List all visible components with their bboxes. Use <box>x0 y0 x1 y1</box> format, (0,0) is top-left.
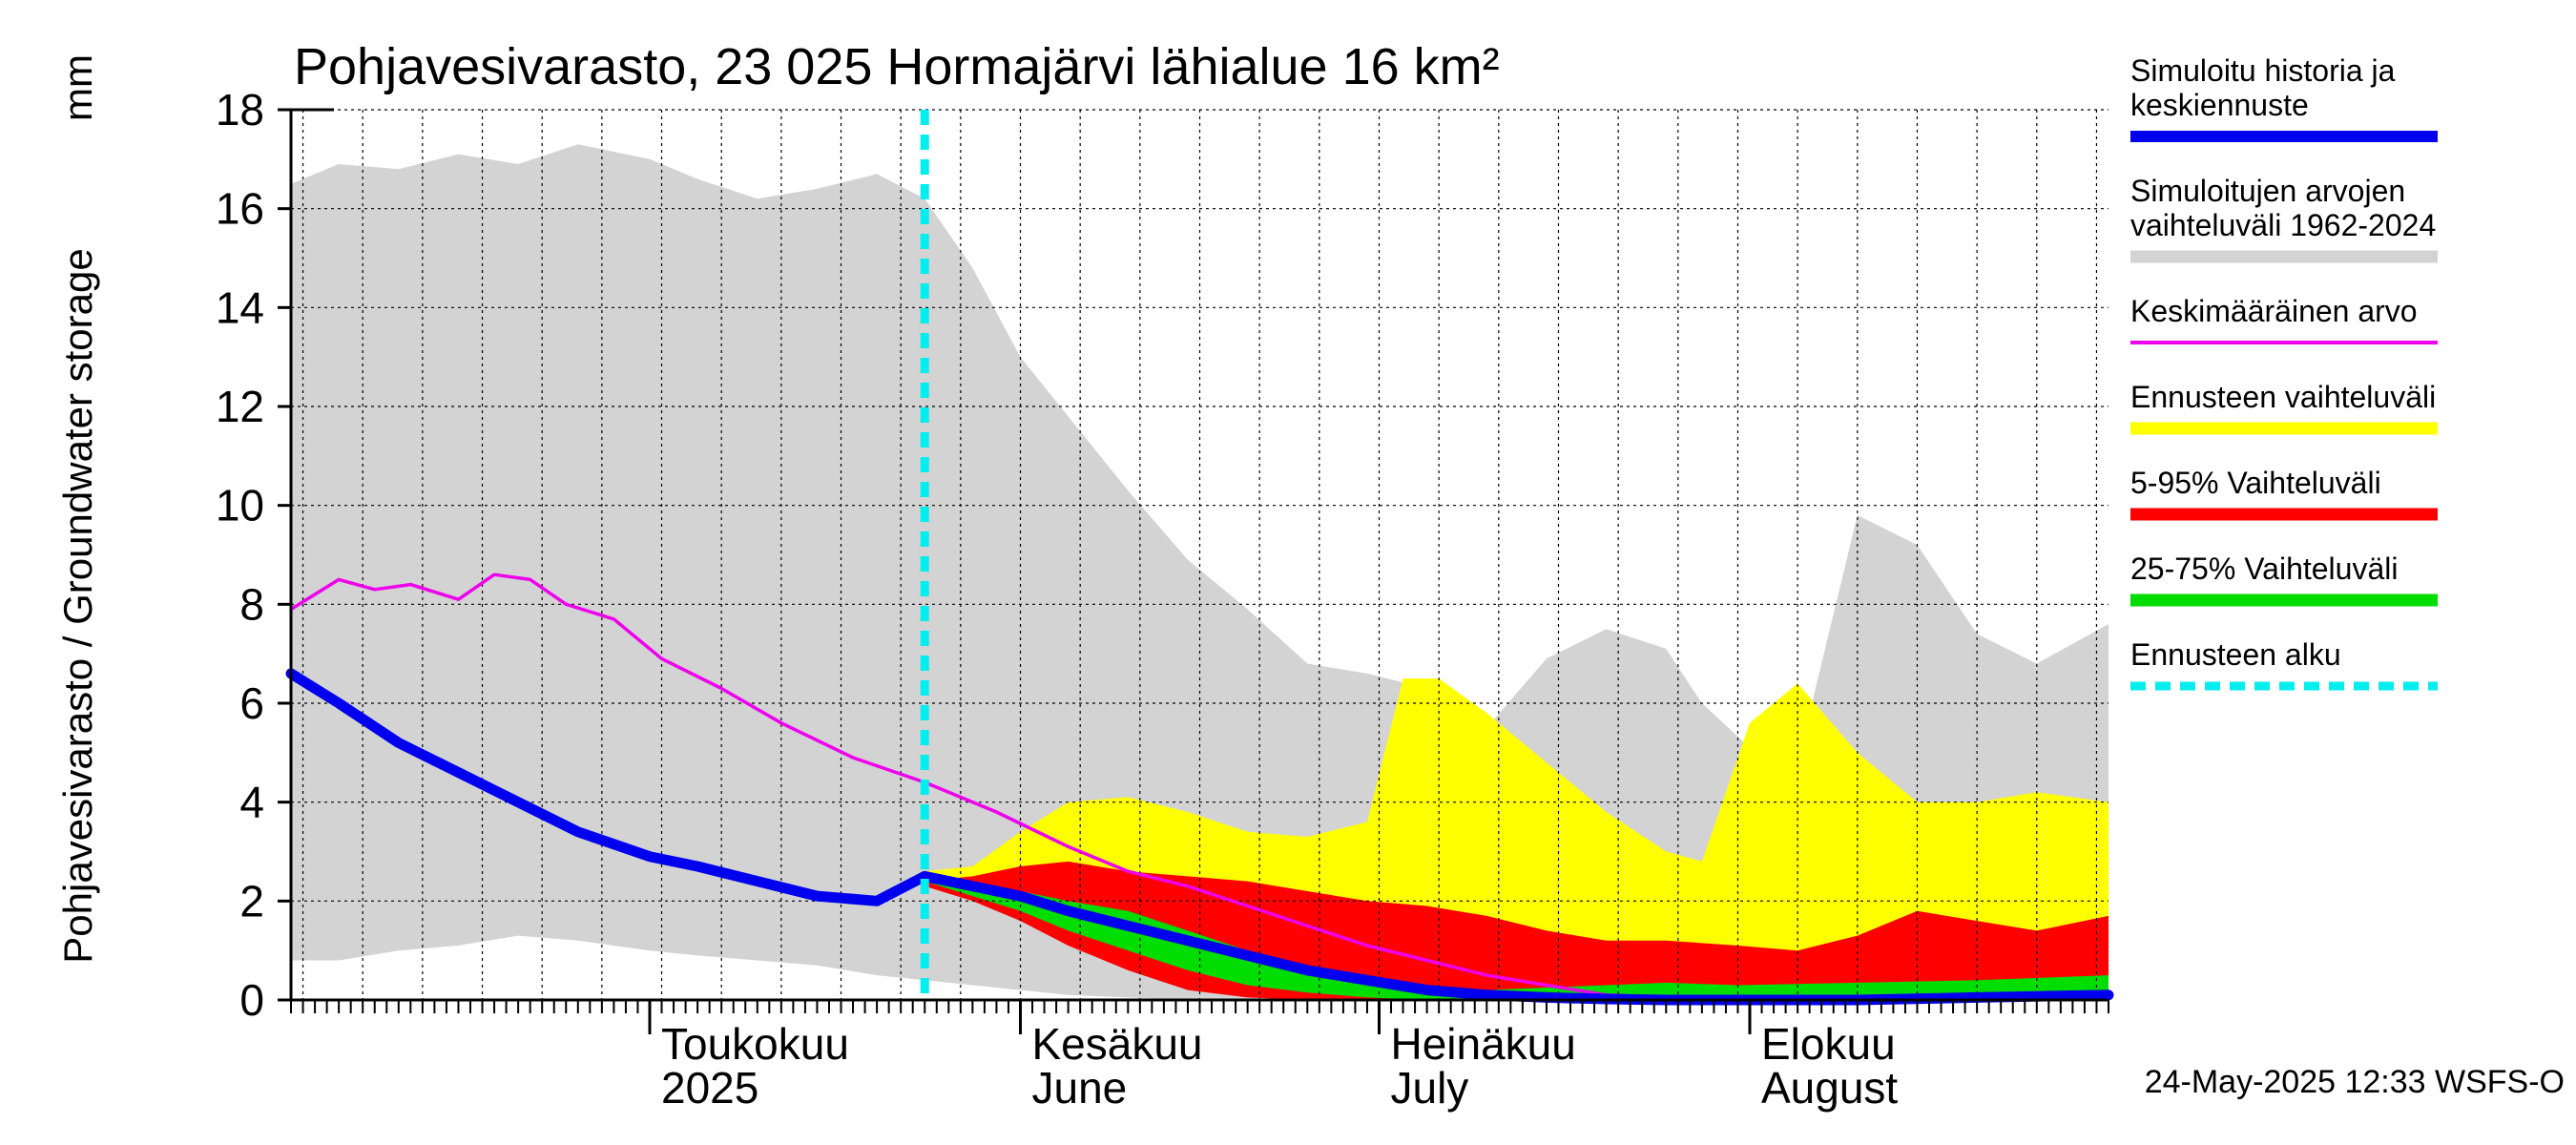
legend-label: Ennusteen vaihteluväli <box>2130 380 2436 414</box>
y-tick-label-12: 12 <box>216 382 264 431</box>
legend-label: Ennusteen alku <box>2130 637 2341 672</box>
y-tick-label-8: 8 <box>239 579 264 629</box>
x-month-label: Toukokuu <box>661 1019 849 1069</box>
y-tick-label-16: 16 <box>216 184 264 234</box>
x-month-sublabel: 2025 <box>661 1063 758 1113</box>
timestamp-footer: 24-May-2025 12:33 WSFS-O <box>2145 1064 2565 1100</box>
y-tick-label-4: 4 <box>239 778 264 827</box>
x-month-label: Heinäkuu <box>1390 1019 1575 1069</box>
x-month-sublabel: August <box>1761 1063 1898 1113</box>
legend-label: keskiennuste <box>2130 88 2309 122</box>
y-tick-label-14: 14 <box>216 282 264 332</box>
x-month-sublabel: July <box>1390 1063 1468 1113</box>
x-month-sublabel: June <box>1032 1063 1128 1113</box>
legend-label: 5-95% Vaihteluväli <box>2130 466 2381 500</box>
y-axis-label: Pohjavesivarasto / Groundwater storage <box>55 248 100 963</box>
y-axis-unit: mm <box>55 54 100 121</box>
legend-label: Keskimääräinen arvo <box>2130 294 2418 328</box>
y-tick-label-2: 2 <box>239 876 264 926</box>
grid-lines <box>291 109 2109 1000</box>
legend-label: Simuloitu historia ja <box>2130 53 2396 88</box>
x-month-label: Elokuu <box>1761 1019 1896 1069</box>
chart-title: Pohjavesivarasto, 23 025 Hormajärvi lähi… <box>294 38 1500 95</box>
y-tick-label-10: 10 <box>216 481 264 531</box>
range-25-75-band <box>924 881 2109 1000</box>
y-tick-label-0: 0 <box>239 975 264 1025</box>
y-tick-label-6: 6 <box>239 678 264 728</box>
x-month-label: Kesäkuu <box>1032 1019 1203 1069</box>
legend-label: Simuloitujen arvojen <box>2130 174 2405 208</box>
legend-label: vaihteluväli 1962-2024 <box>2130 208 2436 242</box>
y-tick-label-18: 18 <box>216 85 264 135</box>
legend-label: 25-75% Vaihteluväli <box>2130 552 2398 586</box>
